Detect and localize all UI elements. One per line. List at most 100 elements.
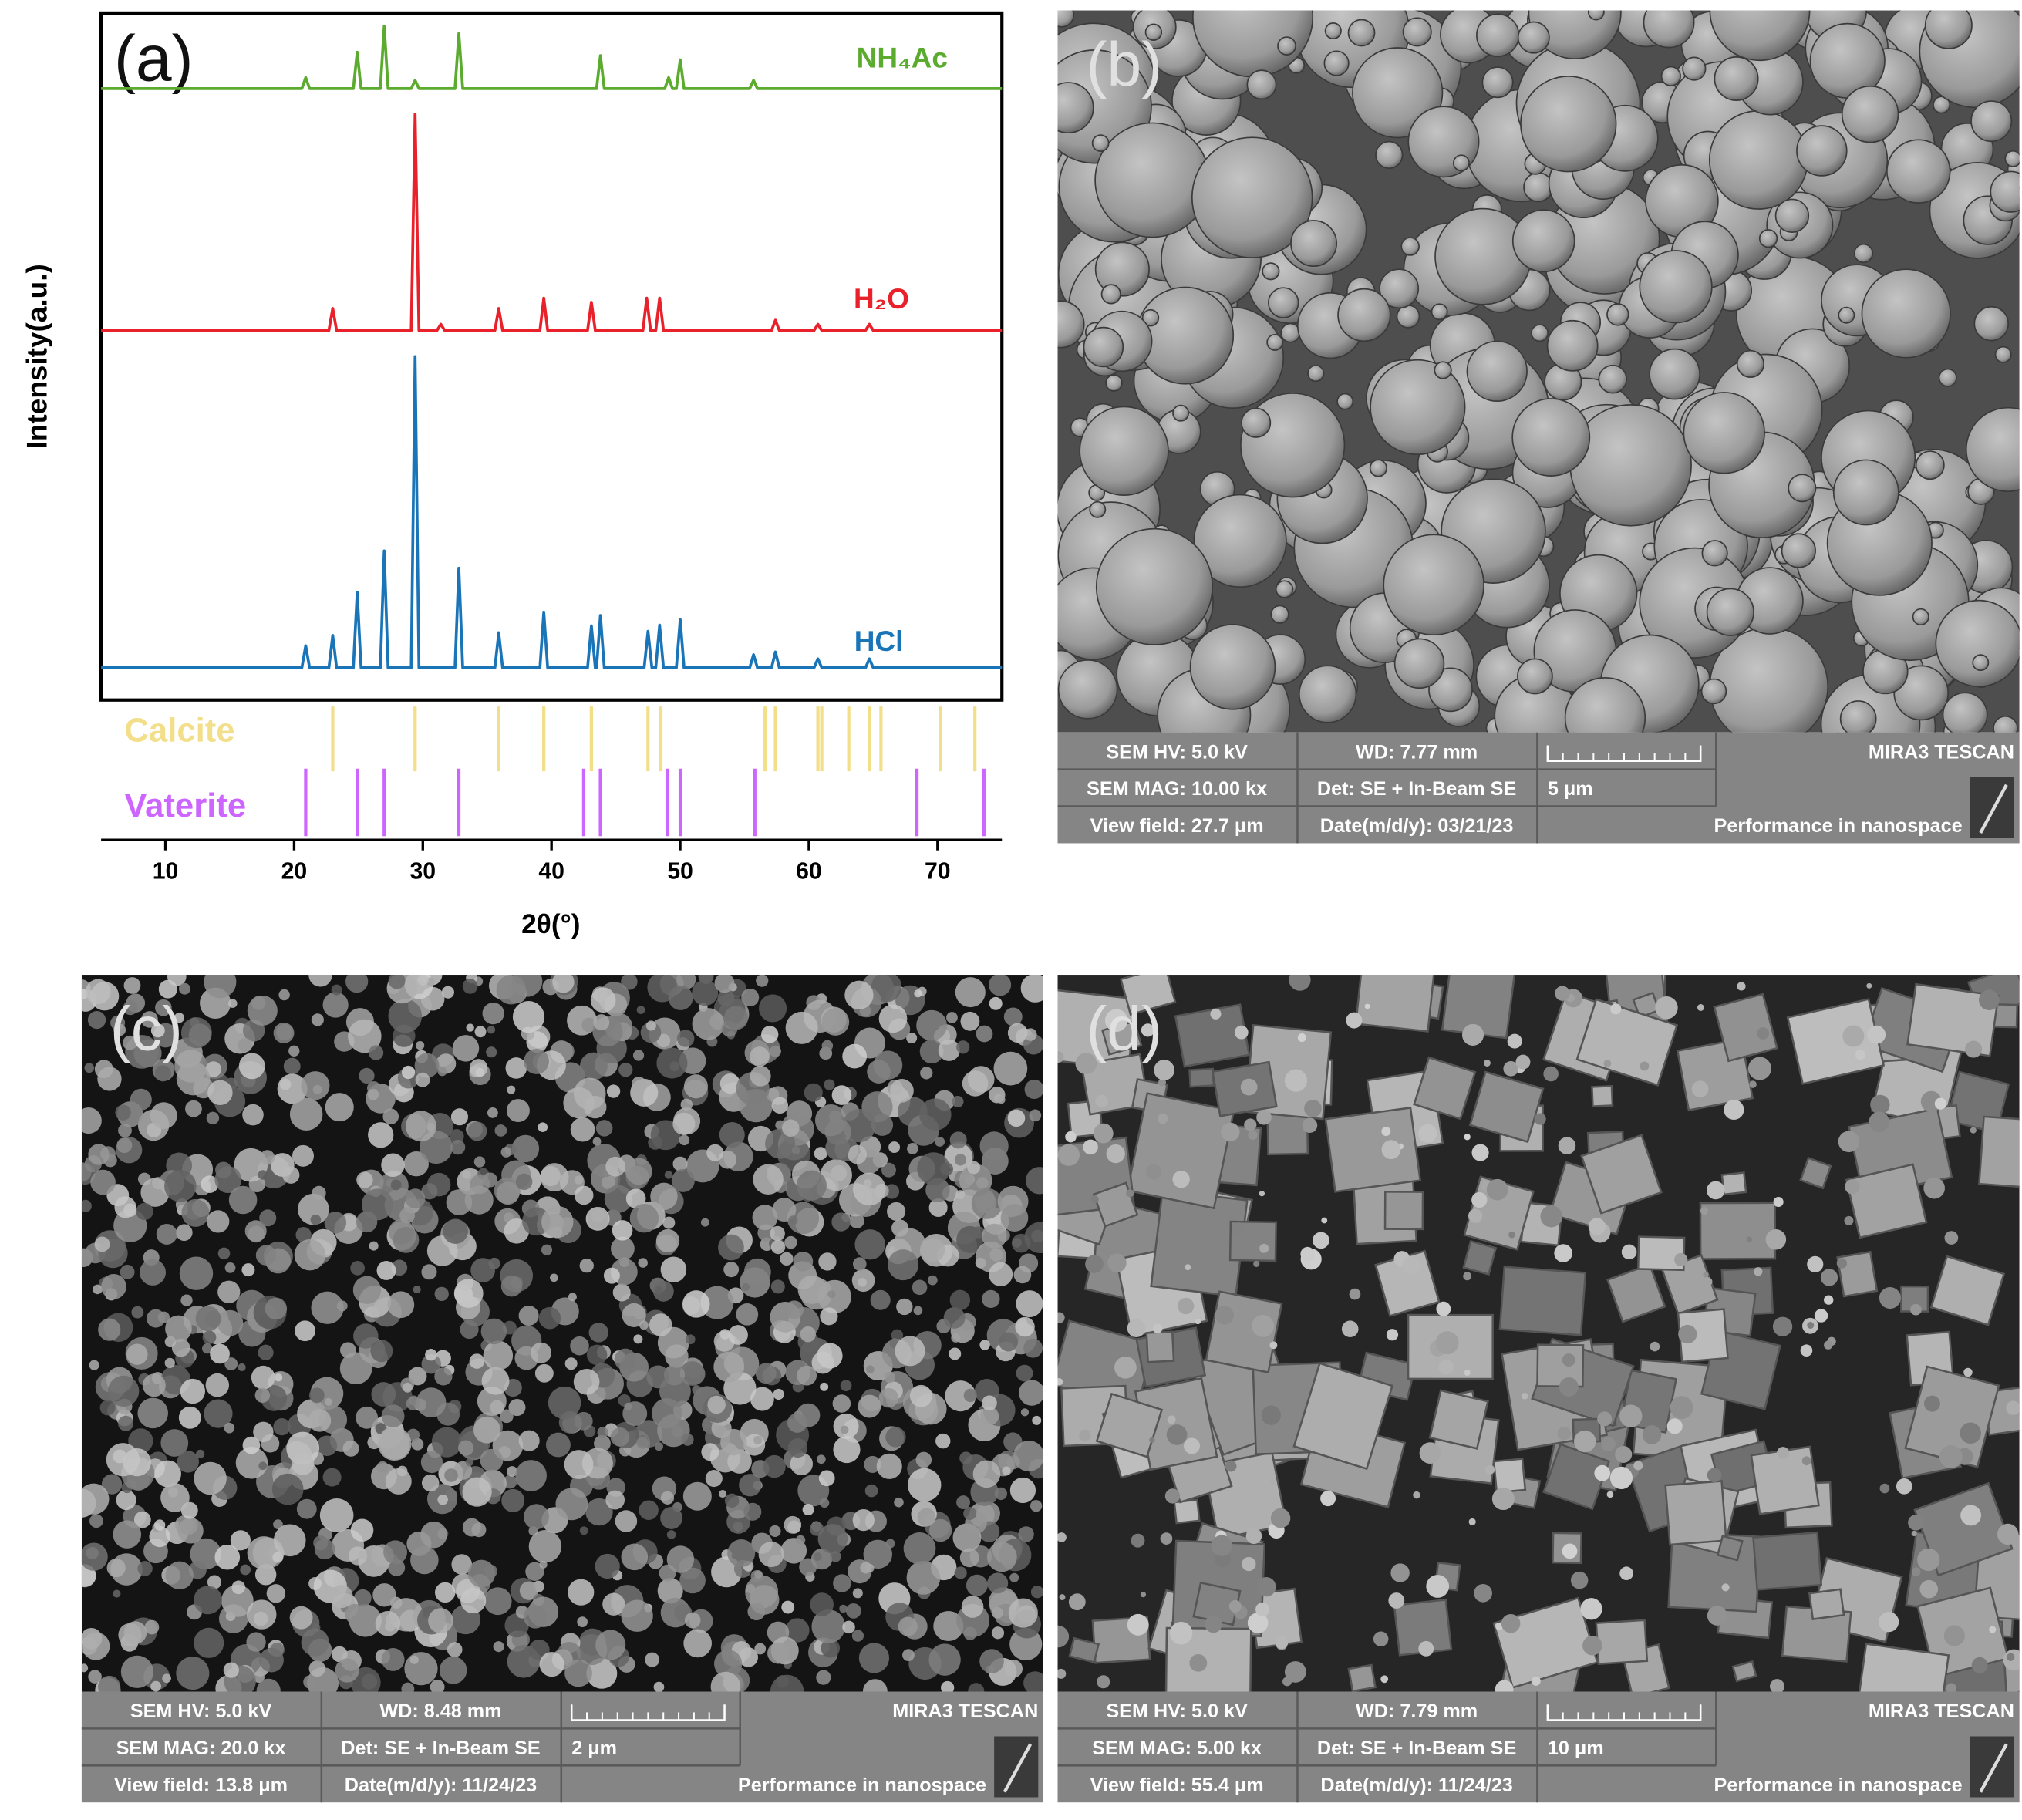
particle — [207, 1080, 233, 1106]
particle — [254, 1564, 277, 1586]
particle — [759, 994, 787, 1023]
particle — [1824, 1340, 1833, 1350]
particle — [469, 1353, 485, 1369]
particle — [655, 1286, 663, 1295]
particle — [1400, 237, 1420, 256]
particle — [1094, 241, 1150, 297]
particle — [652, 1281, 674, 1302]
particle — [452, 1035, 480, 1062]
particle — [717, 989, 735, 1006]
particle — [416, 1387, 447, 1417]
particle — [680, 1098, 693, 1111]
crystal — [1292, 1362, 1394, 1471]
particle — [515, 1173, 533, 1191]
particle — [150, 1680, 162, 1692]
particle — [382, 1108, 399, 1125]
particle — [614, 1348, 637, 1371]
particle — [141, 1011, 158, 1028]
particle — [308, 1387, 325, 1404]
particle — [1245, 1528, 1262, 1545]
particle — [1018, 1526, 1034, 1542]
particle — [94, 1060, 113, 1079]
particle — [1024, 1079, 1044, 1100]
crystal — [1606, 1263, 1666, 1323]
particle — [217, 1309, 244, 1336]
particle — [231, 1580, 246, 1595]
particle — [177, 1451, 199, 1473]
particle — [324, 1397, 333, 1406]
particle — [214, 1166, 242, 1194]
particle — [813, 1552, 822, 1561]
particle — [1079, 406, 1169, 496]
particle — [959, 1548, 979, 1568]
particle — [1606, 1491, 1614, 1498]
particle — [1341, 1320, 1359, 1337]
crystal — [1492, 1458, 1527, 1494]
particle — [214, 1544, 241, 1570]
particle — [1491, 1488, 1515, 1511]
particle — [205, 1373, 230, 1397]
particle — [743, 1434, 766, 1456]
particle — [1302, 1117, 1318, 1134]
particle — [980, 1407, 999, 1426]
particle — [887, 1202, 906, 1221]
particle — [723, 1262, 740, 1278]
particle — [508, 1399, 526, 1417]
particle — [960, 1011, 980, 1031]
particle — [595, 1630, 626, 1660]
particle — [487, 1026, 496, 1034]
particle — [1870, 1094, 1890, 1115]
particle — [1246, 69, 1277, 100]
particle — [376, 1261, 396, 1280]
particle — [753, 1164, 784, 1195]
particle — [1970, 100, 2013, 143]
particle — [113, 1589, 121, 1598]
particle — [93, 1284, 103, 1295]
particle — [292, 1452, 315, 1475]
particle — [525, 1562, 544, 1581]
particle — [750, 1065, 771, 1087]
particle — [1674, 1252, 1688, 1267]
particle — [568, 1579, 595, 1606]
x-tick-label: 10 — [153, 859, 179, 885]
particle — [1275, 580, 1294, 598]
particle — [1814, 1309, 1828, 1323]
particle — [1757, 1027, 1770, 1040]
particle — [1839, 700, 1877, 733]
particle — [1520, 76, 1617, 173]
particle — [700, 1286, 734, 1320]
particle — [852, 1508, 875, 1532]
particle — [417, 975, 429, 986]
particle — [113, 1520, 142, 1549]
particle — [1650, 1341, 1660, 1352]
particle — [621, 1599, 653, 1632]
particle — [295, 1226, 312, 1243]
particle — [428, 1608, 453, 1633]
particle — [511, 1134, 540, 1163]
particle — [500, 1147, 512, 1158]
particle — [692, 1008, 725, 1040]
y-axis-title: Intensity(a.u.) — [22, 264, 53, 449]
particle — [842, 1620, 855, 1634]
particle — [1501, 1613, 1521, 1633]
particle — [700, 1218, 709, 1227]
particle — [1838, 1131, 1860, 1153]
particle — [1461, 1023, 1484, 1046]
crystal — [1808, 1588, 1845, 1621]
crystal — [1354, 975, 1437, 1033]
particle — [907, 1143, 918, 1154]
particle — [523, 1605, 548, 1629]
particle — [684, 1612, 701, 1629]
particle — [1164, 1488, 1181, 1504]
crystal — [1188, 1067, 1215, 1088]
particle — [128, 1428, 153, 1454]
particle — [1464, 1370, 1471, 1377]
sem-image — [1057, 975, 2020, 1692]
particle — [1364, 1003, 1370, 1009]
particle — [1275, 1636, 1289, 1650]
particle — [797, 1365, 817, 1386]
particle — [804, 1083, 823, 1102]
particle — [296, 1498, 317, 1519]
particle — [273, 1524, 306, 1557]
particle — [202, 1343, 213, 1354]
